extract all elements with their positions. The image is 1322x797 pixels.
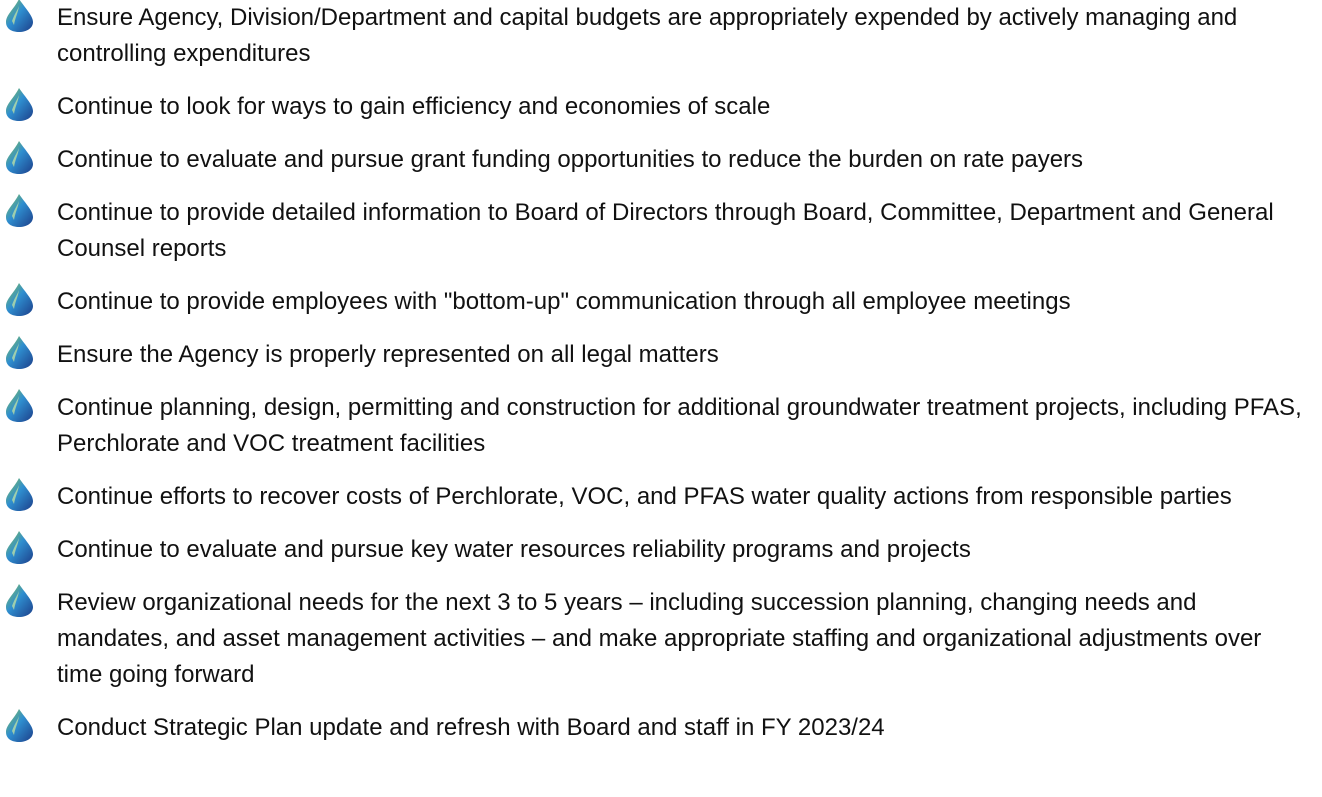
drop-icon (6, 194, 33, 227)
bullet-list: Ensure Agency, Division/Department and c… (2, 0, 1312, 746)
item-text: Continue to evaluate and pursue key wate… (57, 536, 971, 563)
item-text: Continue planning, design, permitting an… (57, 394, 1302, 457)
drop-icon (6, 283, 33, 316)
bullet-item: Continue efforts to recover costs of Per… (2, 478, 1312, 515)
bullet-item: Continue to provide detailed information… (2, 194, 1312, 267)
bullet-item: Continue to evaluate and pursue grant fu… (2, 141, 1312, 178)
item-text: Continue to evaluate and pursue grant fu… (57, 146, 1084, 173)
item-text: Ensure Agency, Division/Department and c… (57, 4, 1238, 67)
drop-icon (6, 336, 33, 369)
bullet-item: Continue to provide employees with "bott… (2, 283, 1312, 320)
drop-icon (6, 709, 33, 742)
bullet-item: Review organizational needs for the next… (2, 584, 1312, 693)
drop-icon (6, 478, 33, 511)
drop-icon (6, 584, 33, 617)
item-text: Ensure the Agency is properly represente… (57, 341, 719, 368)
item-text: Continue to provide detailed information… (57, 199, 1274, 262)
bullet-item: Conduct Strategic Plan update and refres… (2, 709, 1312, 746)
bullet-item: Ensure the Agency is properly represente… (2, 336, 1312, 373)
item-text: Continue to provide employees with "bott… (57, 288, 1071, 315)
drop-icon (6, 389, 33, 422)
bullet-item: Ensure Agency, Division/Department and c… (2, 0, 1312, 72)
item-text: Continue efforts to recover costs of Per… (57, 483, 1232, 510)
item-text: Continue to look for ways to gain effici… (57, 93, 771, 120)
bullet-item: Continue planning, design, permitting an… (2, 389, 1312, 462)
bullet-item: Continue to look for ways to gain effici… (2, 88, 1312, 125)
drop-icon (6, 531, 33, 564)
drop-icon (6, 88, 33, 121)
drop-icon (6, 0, 33, 32)
drop-icon (6, 141, 33, 174)
item-text: Review organizational needs for the next… (57, 589, 1262, 688)
bullet-item: Continue to evaluate and pursue key wate… (2, 531, 1312, 568)
item-text: Conduct Strategic Plan update and refres… (57, 714, 885, 741)
